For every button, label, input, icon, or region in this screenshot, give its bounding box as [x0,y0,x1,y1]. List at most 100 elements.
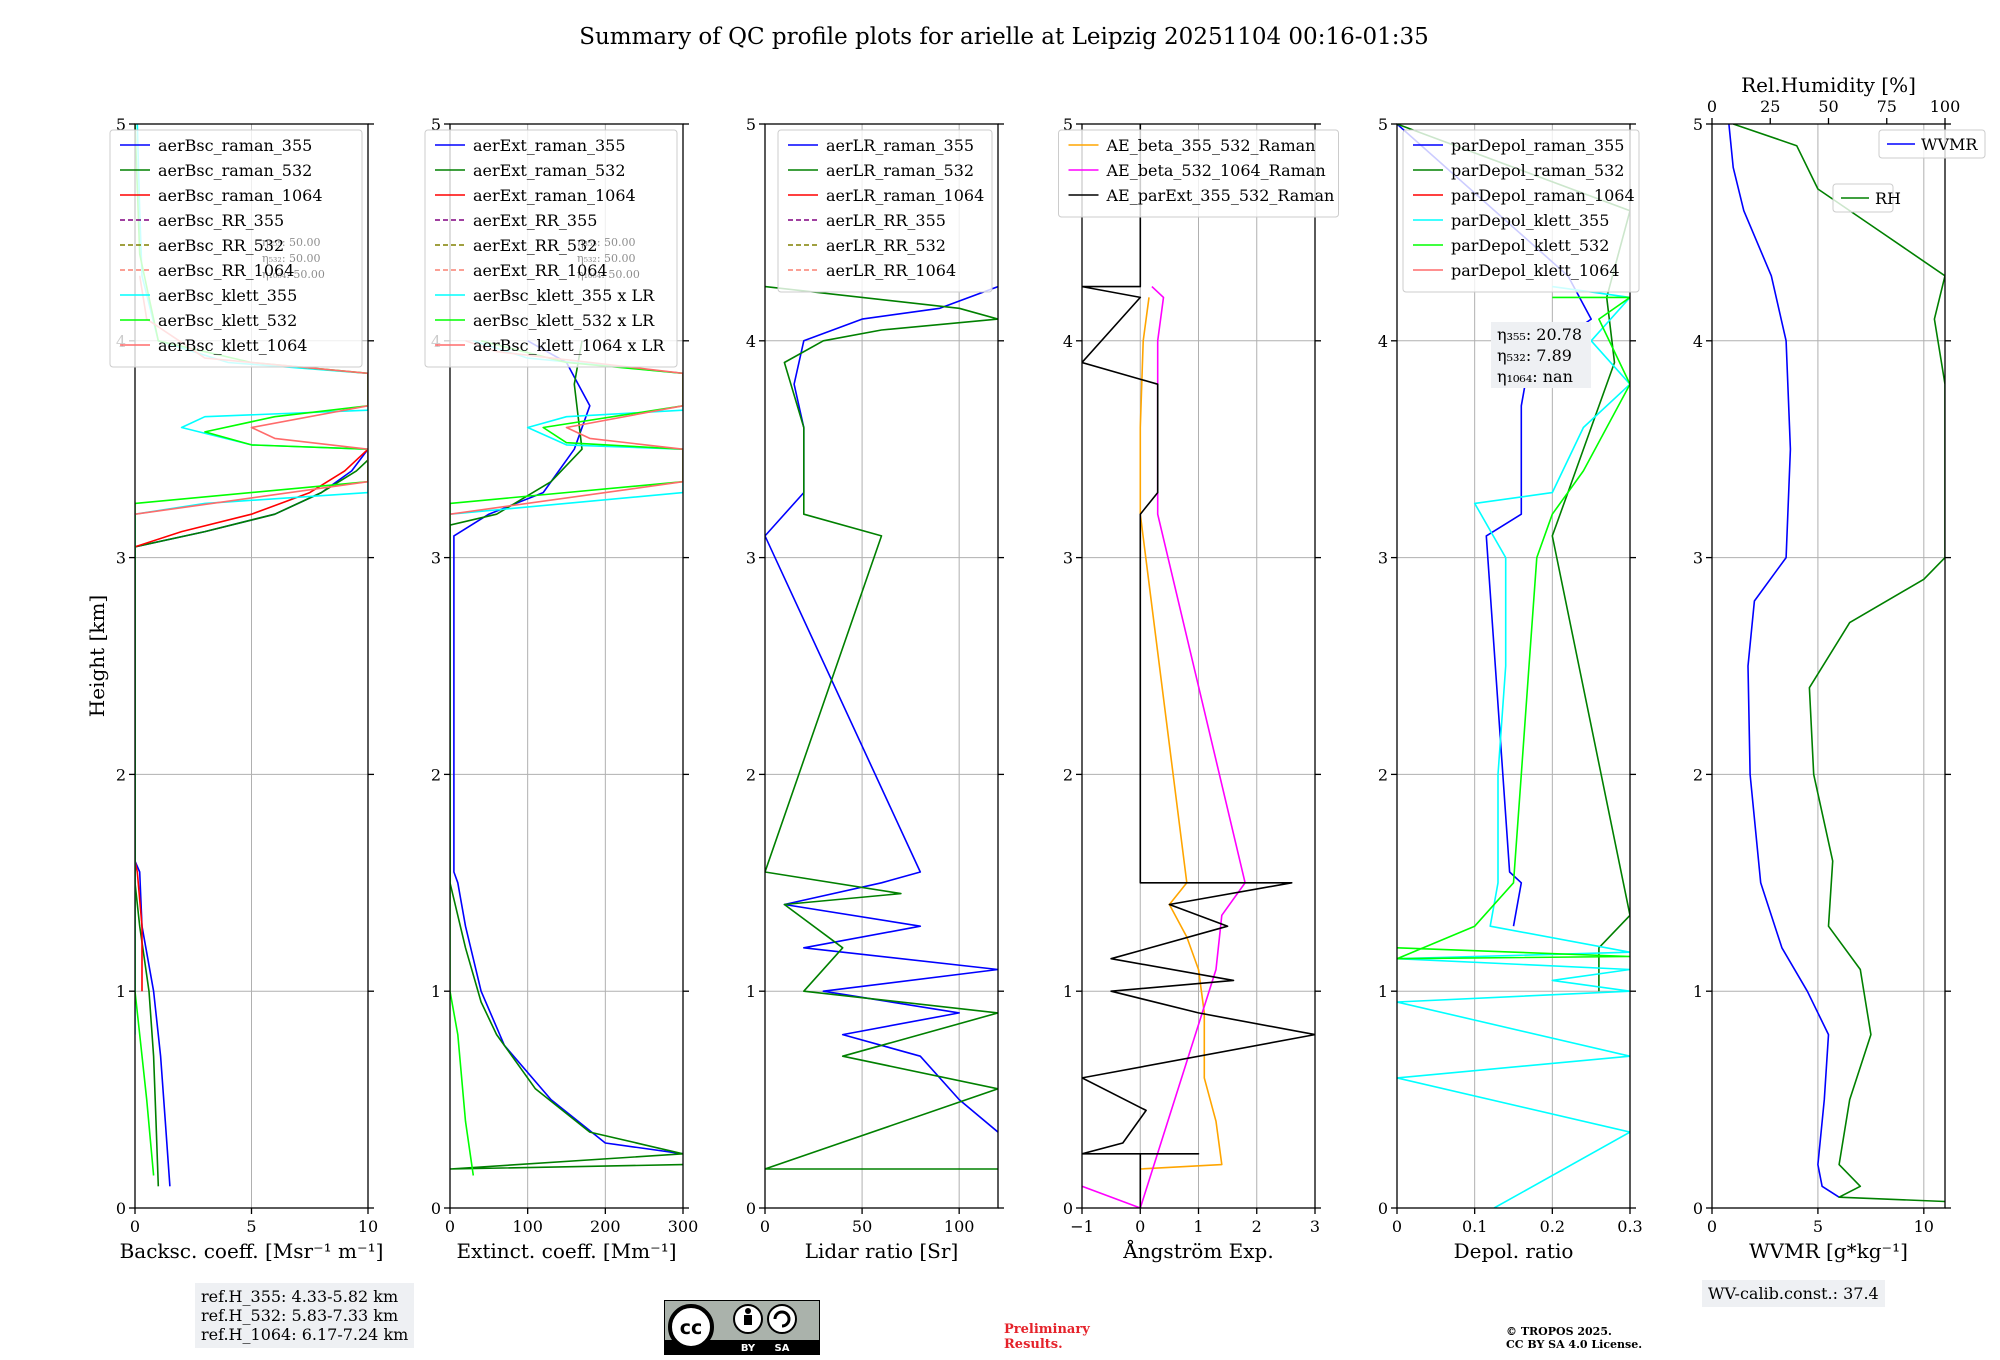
legend-label-aerbsc-raman-532: aerBsc_raman_532 [158,161,312,180]
wv-calibration-constant: WV-calib.const.: 37.4 [1708,1284,1879,1303]
legend-label-aerlr-raman-532: aerLR_raman_532 [826,161,974,180]
x-tick-label: 0 [1135,1217,1145,1236]
x-tick-label: 200 [590,1217,621,1236]
legend-label-ae-parext-355-532-raman: AE_parExt_355_532_Raman [1106,186,1335,205]
by-text: BY [741,1343,756,1354]
series-group-ae [1082,124,1315,1208]
legend-label-aerbsc-klett-355-x-lr: aerBsc_klett_355 x LR [473,286,655,305]
annotation-box [1491,322,1591,388]
annotation-line: η₃₅₅: 50.00 [262,236,321,249]
x-tick-label: 5 [246,1217,256,1236]
legend-label-aerlr-rr-532: aerLR_RR_532 [826,236,946,255]
legend-box [424,129,678,368]
x-tick-label: 100 [512,1217,543,1236]
y-tick-label: 4 [746,332,756,351]
y-tick-label: 0 [1063,1199,1073,1218]
y-tick-label: 2 [116,765,126,784]
x-tick-label: 100 [944,1217,975,1236]
annotation-line: η₁₀₆₄: 50.00 [262,268,325,281]
y-tick-label: 1 [1378,982,1388,1001]
y-tick-label: 3 [746,549,756,568]
x-axis-label-ext: Extinct. coeff. [Mm⁻¹] [456,1239,676,1263]
sa-text: SA [775,1343,790,1354]
legend-lr: aerLR_raman_355 aerLR_raman_532 aerLR_rama… [777,129,993,293]
legend-label-pardepol-raman-355: parDepol_raman_355 [1451,136,1624,155]
series-aerbsc-raman-1064 [135,448,368,992]
legend-label-pardepol-raman-1064: parDepol_raman_1064 [1451,186,1635,205]
x-tick-label: 300 [668,1217,699,1236]
x-axis-label-ae: Ångström Exp. [1122,1238,1273,1263]
panel-ext: 0100200300012345Extinct. coeff. [Mm⁻¹]ae… [424,115,699,1263]
x-tick-label: 2 [1252,1217,1262,1236]
legend-label-aerbsc-klett-532-x-lr: aerBsc_klett_532 x LR [473,311,655,330]
y-tick-label: 0 [746,1199,756,1218]
x-top-tick-label: 0 [1707,97,1717,116]
y-tick-label: 1 [1063,982,1073,1001]
legend-label-aerbsc-raman-1064: aerBsc_raman_1064 [158,186,323,205]
legend-label-pardepol-klett-1064: parDepol_klett_1064 [1451,261,1620,280]
legend-ae: AE_beta_355_532_Raman AE_beta_532_1064_Ra… [1058,129,1339,218]
legend-label-aerlr-raman-1064: aerLR_raman_1064 [826,186,984,205]
x-axis-label-bsc: Backsc. coeff. [Msr⁻¹ m⁻¹] [120,1239,384,1263]
copyright-line-2: CC BY SA 4.0 License. [1506,1338,1643,1351]
annotation-line: η₃₅₅: 50.00 [577,236,636,249]
x-axis-label-lr: Lidar ratio [Sr] [805,1239,959,1263]
x-tick-label: 1 [1193,1217,1203,1236]
figure-title: Summary of QC profile plots for arielle … [579,24,1429,50]
y-tick-label: 2 [1693,765,1703,784]
legend-label-aerlr-raman-355: aerLR_raman_355 [826,136,974,155]
cc-by-sa-license-badge[interactable]: cc BY SA [664,1300,820,1355]
x-tick-label: 0 [760,1217,770,1236]
legend-label-aerbsc-raman-355: aerBsc_raman_355 [158,136,312,155]
panel-depol: 0 0.1 0.2 0.3 0 1 2 3 4 5 Depol. ratio parDepol_ram… [1378,115,1643,1263]
y-tick-label: 4 [1378,332,1388,351]
cc-icon [668,1304,714,1350]
x-tick-label: 0.1 [1462,1217,1487,1236]
ref-height-532: ref.H_532: 5.83-7.33 km [201,1306,399,1325]
legend-wv: WVMR RH [1832,129,1986,213]
y-tick-label: 3 [1063,549,1073,568]
x-top-axis-label: Rel.Humidity [%] [1741,73,1916,97]
preliminary-line-1: Preliminary [1004,1322,1090,1337]
y-tick-label: 3 [1693,549,1703,568]
legend-label-aerbsc-rr-355: aerBsc_RR_355 [158,211,284,230]
x-tick-label: 3 [1310,1217,1320,1236]
series-wvmr [1728,124,1840,1198]
annotation-bsc: η₃₅₅: 50.00 η₅₃₂: 50.00 η₁₀₆₄: 50.00 [262,236,325,281]
series-group-lr [765,285,998,1170]
y-tick-label: 4 [1693,332,1703,351]
legend-label-wvmr: WVMR [1921,135,1978,154]
x-tick-label: 0.2 [1540,1217,1565,1236]
x-tick-label: 50 [852,1217,872,1236]
legend-label-aerext-raman-1064: aerExt_raman_1064 [473,186,636,205]
legend-label-aerext-rr-532: aerExt_RR_532 [473,236,597,255]
y-tick-label: 0 [431,1199,441,1218]
annotation-line: η₃₅₅: 20.78 [1497,325,1582,344]
copyright-line-1: © TROPOS 2025. [1506,1325,1612,1338]
y-tick-label: 5 [1063,115,1073,134]
legend-label-pardepol-klett-355: parDepol_klett_355 [1451,211,1609,230]
ref-height-355: ref.H_355: 4.33-5.82 km [201,1287,399,1306]
legend-label-aerbsc-klett-355: aerBsc_klett_355 [158,286,297,305]
y-tick-label: 1 [431,982,441,1001]
annotation-line: η₁₀₆₄: 50.00 [577,268,640,281]
ref-height-1064: ref.H_1064: 6.17-7.24 km [201,1325,409,1344]
y-tick-label: 1 [116,982,126,1001]
legend-label-pardepol-raman-532: parDepol_raman_532 [1451,161,1624,180]
legend-label-ae-beta-355-532-raman: AE_beta_355_532_Raman [1106,136,1316,155]
legend-label-aerext-raman-532: aerExt_raman_532 [473,161,626,180]
panel-lr: 0 50 100 0 1 2 3 4 5 Lidar ratio [Sr] aerLR_raman_… [746,115,1004,1263]
plot-frame-ext [449,123,684,1209]
legend-label-aerext-rr-355: aerExt_RR_355 [473,211,597,230]
y-tick-label: 3 [431,549,441,568]
series-group-wv [1728,124,1945,1203]
legend-label-ae-beta-532-1064-raman: AE_beta_532_1064_Raman [1106,161,1326,180]
x-tick-label: 0.3 [1617,1217,1642,1236]
legend-label-aerlr-rr-355: aerLR_RR_355 [826,211,946,230]
legend-box [777,129,993,293]
wv-calibration-box: WV-calib.const.: 37.4 [1702,1280,1885,1307]
annotation-line: η₅₃₂: 7.89 [1497,346,1572,365]
series-ae-beta-532-1064-raman [1082,286,1246,1208]
